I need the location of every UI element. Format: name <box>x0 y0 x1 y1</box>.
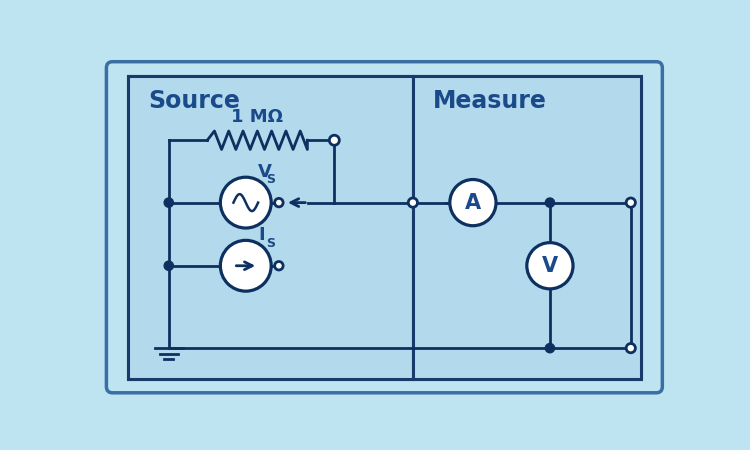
Circle shape <box>220 240 272 291</box>
Text: S: S <box>266 237 275 250</box>
Circle shape <box>626 198 635 207</box>
Circle shape <box>220 177 272 228</box>
Circle shape <box>526 243 573 289</box>
Circle shape <box>626 343 635 353</box>
Circle shape <box>408 198 418 207</box>
Circle shape <box>450 180 496 226</box>
Text: S: S <box>266 173 275 186</box>
Text: Measure: Measure <box>433 89 547 112</box>
Bar <box>128 76 412 379</box>
Text: A: A <box>465 193 481 212</box>
Text: 1 MΩ: 1 MΩ <box>231 108 284 126</box>
Circle shape <box>274 261 283 270</box>
Circle shape <box>164 198 173 207</box>
Text: Source: Source <box>148 89 240 112</box>
Circle shape <box>545 198 554 207</box>
Circle shape <box>274 198 283 207</box>
Circle shape <box>545 343 554 353</box>
Text: V: V <box>258 163 272 181</box>
Bar <box>128 76 640 379</box>
Text: I: I <box>258 226 265 244</box>
Bar <box>413 76 640 379</box>
Text: V: V <box>542 256 558 276</box>
FancyBboxPatch shape <box>106 62 662 393</box>
Circle shape <box>164 261 173 270</box>
Circle shape <box>329 135 339 145</box>
